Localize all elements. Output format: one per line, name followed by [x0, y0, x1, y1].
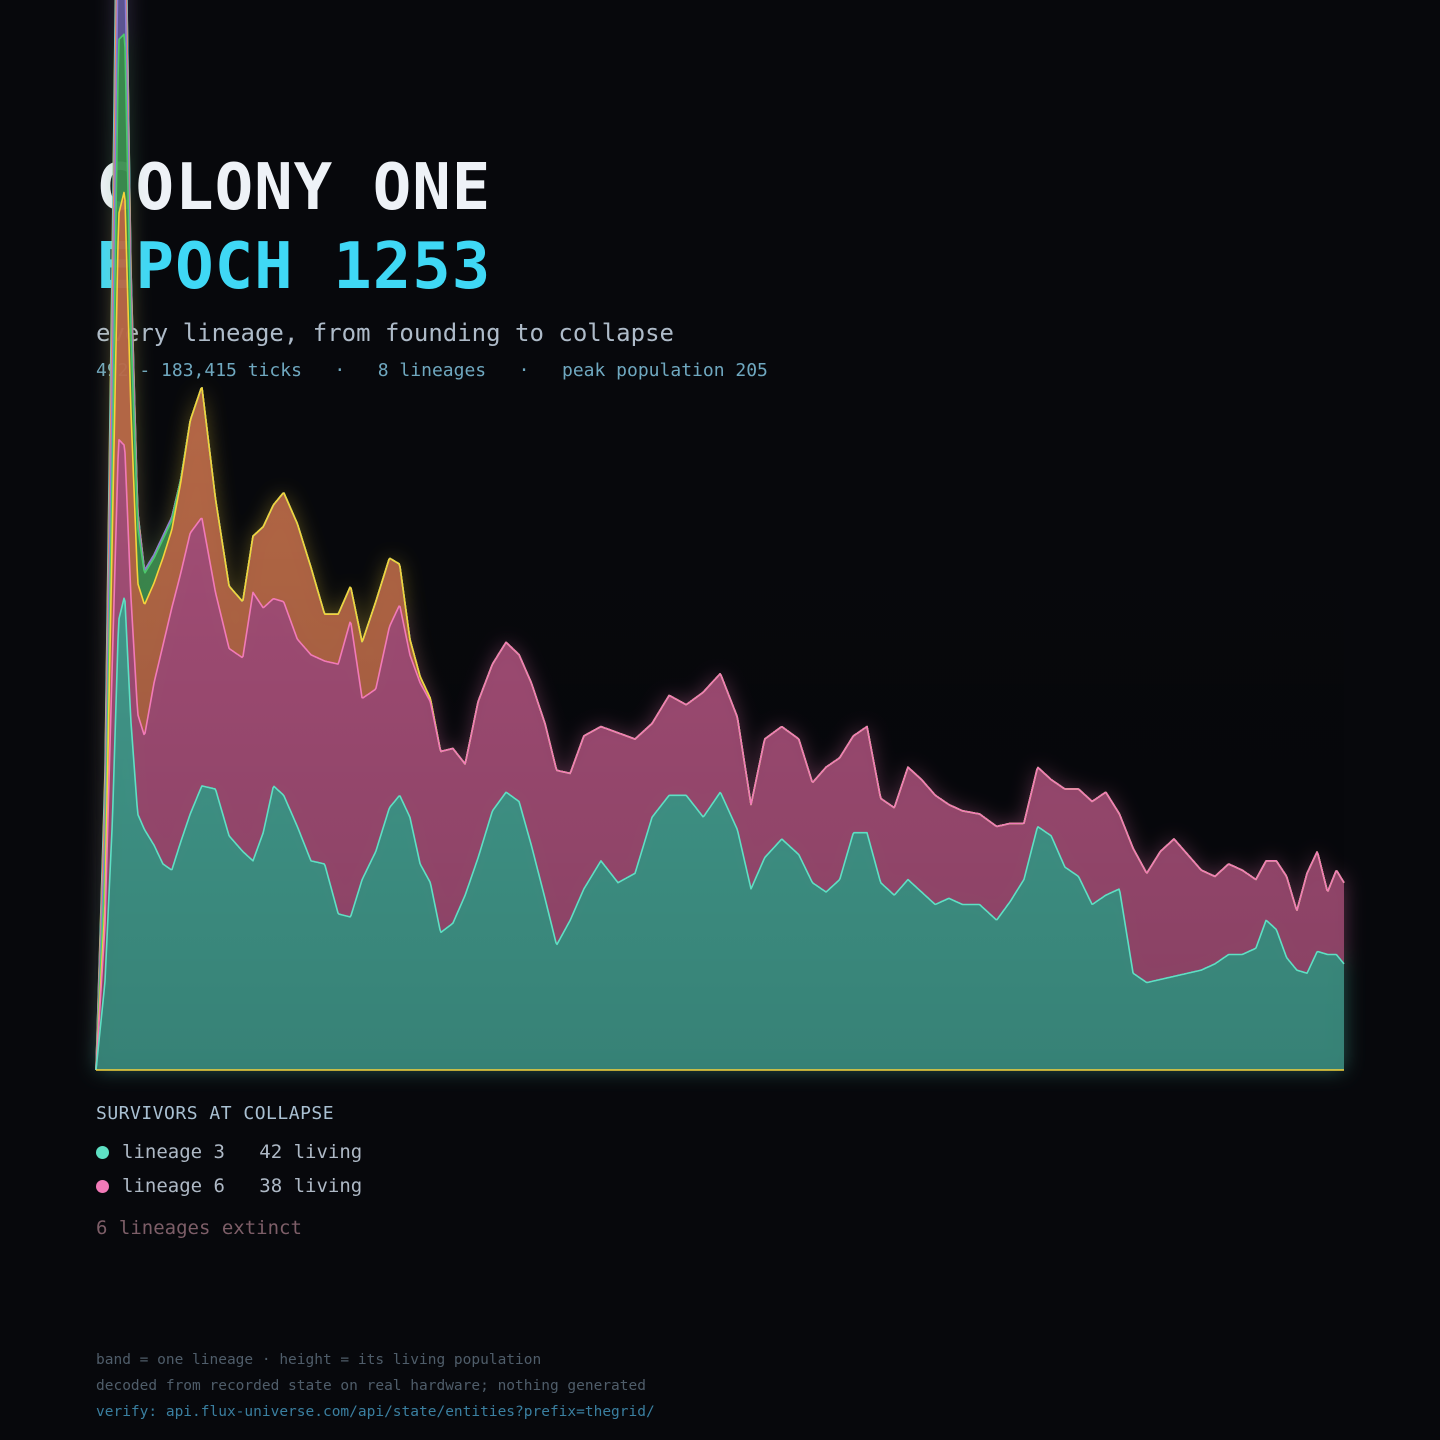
band-outline-lineage-6: [95, 439, 1345, 1071]
legend-dot-icon: [96, 1179, 109, 1193]
epoch-title: EPOCH 1253: [96, 230, 492, 304]
legend-item-lineage-3: lineage 3 42 living: [96, 1141, 362, 1163]
page-subtitle: every lineage, from founding to collapse: [96, 319, 674, 347]
stats-line: 492 - 183,415 ticks · 8 lineages · peak …: [96, 360, 768, 381]
page-title: COLONY ONE: [96, 151, 492, 225]
legend-item-count: 38 living: [259, 1175, 363, 1197]
extinct-count: 6 lineages extinct: [96, 1217, 302, 1239]
legend-item-name: lineage 6: [122, 1175, 225, 1197]
legend-heading: SURVIVORS AT COLLAPSE: [96, 1103, 335, 1124]
band-outline-lineage-3: [95, 597, 1345, 1071]
chart-shade: [96, 430, 1344, 1070]
legend-dot-icon: [96, 1145, 109, 1159]
verify-link[interactable]: verify: api.flux-universe.com/api/state/…: [96, 1404, 655, 1420]
legend-item-count: 42 living: [259, 1141, 363, 1163]
legend-item-lineage-6: lineage 6 38 living: [96, 1175, 362, 1197]
footnote-provenance: decoded from recorded state on real hard…: [96, 1378, 646, 1394]
footnote-encoding: band = one lineage · height = its living…: [96, 1352, 542, 1368]
legend-item-name: lineage 3: [122, 1141, 225, 1163]
